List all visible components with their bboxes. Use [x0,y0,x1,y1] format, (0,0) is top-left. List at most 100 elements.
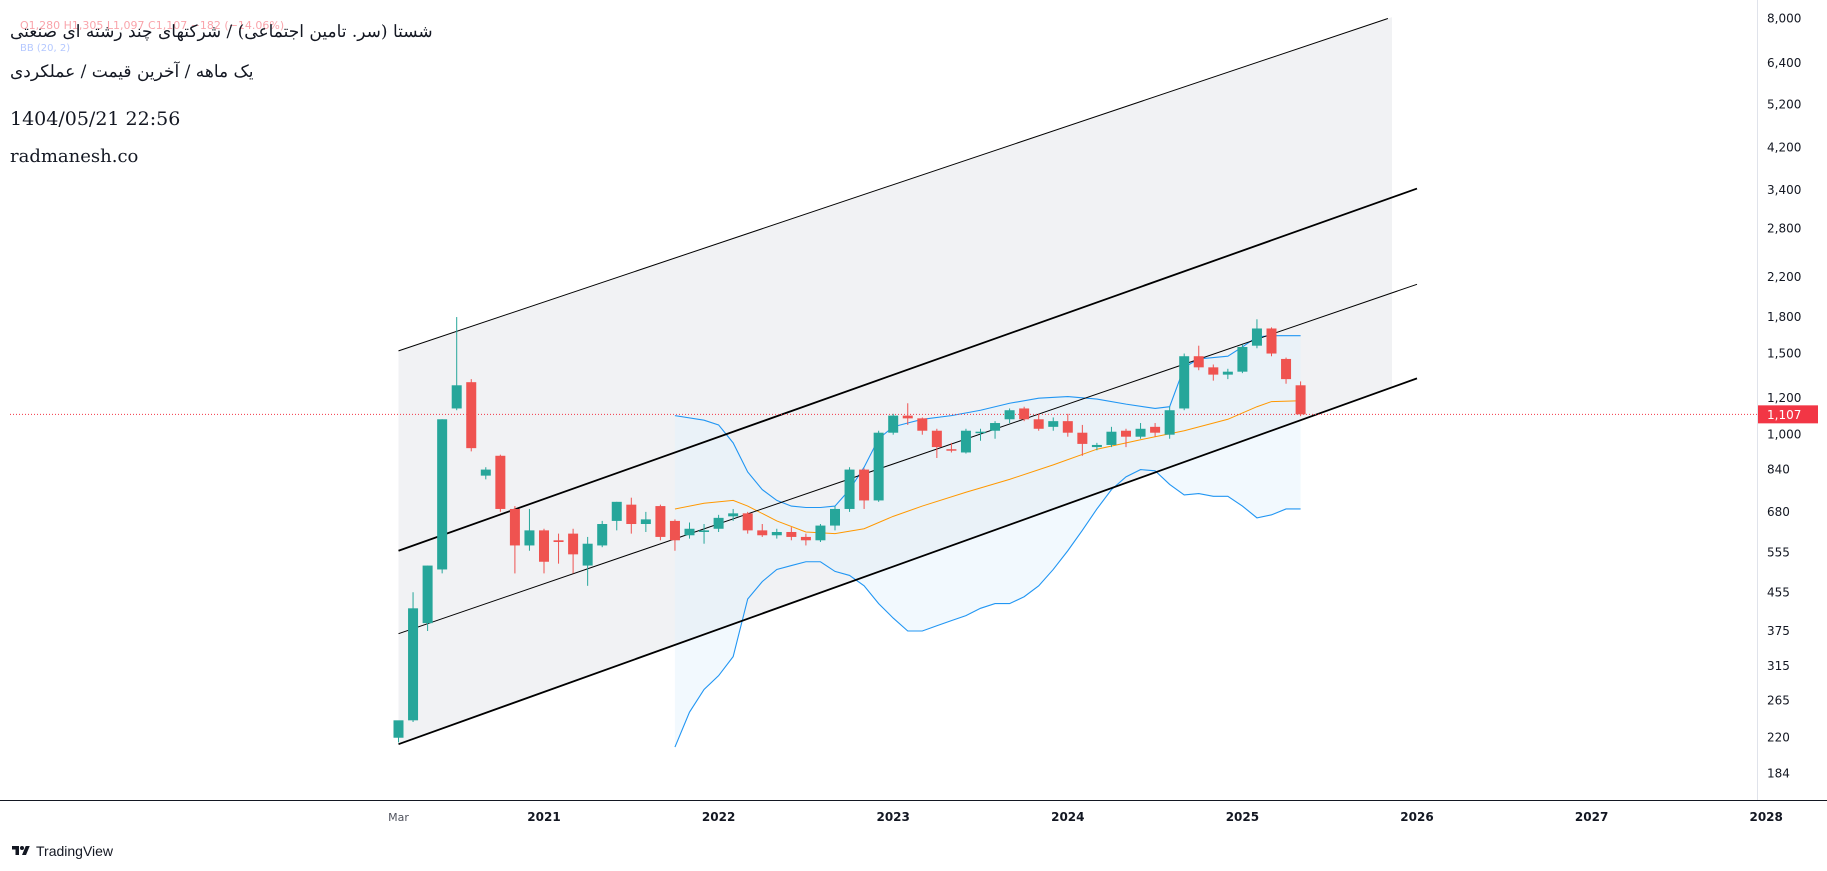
last-price-label: 1,107 [1767,408,1801,422]
candle-body [873,432,884,501]
y-tick-label: 1,800 [1767,310,1801,324]
candle-body [597,524,608,546]
candle [524,508,535,551]
website-label: radmanesh.co [10,146,139,167]
y-tick-label: 455 [1767,585,1790,599]
candle-body [655,506,666,537]
candle-body [960,430,971,453]
y-tick-label: 265 [1767,693,1790,707]
candle-body [1222,371,1233,375]
candle-body [539,530,549,562]
candle [451,317,462,411]
candle-body [888,415,899,433]
candle [1106,426,1117,448]
candle [1091,442,1102,451]
candle-body [393,720,404,738]
candle [786,527,797,541]
candle-body [728,513,739,517]
channel-line [398,18,1389,352]
candle-body [480,469,491,476]
candle [844,467,855,512]
candle [393,720,404,743]
candle [1121,428,1131,448]
candle [771,528,782,539]
y-tick-label: 5,200 [1767,98,1801,112]
x-tick-label: 2026 [1400,810,1433,824]
candle-body [844,469,855,509]
candle-body [568,533,579,555]
candle [408,592,419,722]
candle-body [1208,367,1219,375]
candle [1193,345,1204,371]
candle-body [771,531,782,536]
candle-body [1121,430,1131,437]
candle [699,524,710,544]
candle [480,467,491,480]
candle [873,430,884,502]
bollinger-lower-line [674,469,1301,748]
candle [815,524,826,542]
candle-body [742,513,753,531]
channel-fill [398,12,1392,745]
candle [1164,406,1175,439]
candle [800,533,811,546]
x-tick-label: Mar [388,811,409,824]
candle [597,520,608,548]
candle-body [1281,358,1292,380]
candle [917,417,928,435]
candle [1266,327,1277,357]
y-tick-label: 680 [1767,505,1790,519]
plot-area [10,12,1757,748]
candle [582,536,593,586]
candle [830,506,840,531]
candle [669,519,680,551]
candle [1208,364,1219,381]
candle [1033,413,1044,431]
candle [757,524,768,537]
candle-body [1048,421,1059,427]
y-tick-label: 3,400 [1767,183,1801,197]
bollinger-upper-line [674,335,1301,509]
candle [1019,406,1030,422]
candle [1179,353,1190,411]
channel-line [398,377,1418,746]
candle-body [830,508,840,526]
y-tick-label: 220 [1767,731,1790,745]
candle [1237,344,1248,374]
x-tick-label: 2024 [1051,810,1084,824]
y-tick-label: 1,000 [1767,428,1801,442]
candle [1295,381,1306,417]
candle [713,514,724,532]
chart-subtitle: یک ماهه / آخرین قیمت / عملکردی [10,62,254,82]
tradingview-branding[interactable]: TradingView [10,843,113,859]
tradingview-label: TradingView [36,843,114,859]
candle-body [582,543,593,566]
y-tick-label: 315 [1767,659,1790,673]
last-price-tag [1758,405,1818,424]
y-tick-label: 2,800 [1767,222,1801,236]
candle [946,442,957,453]
candle-body [1135,428,1146,437]
candle [1077,424,1088,456]
candle-body [800,536,811,541]
candle-body [1091,444,1102,448]
y-tick-label: 6,400 [1767,56,1801,70]
candle-body [699,530,710,532]
candle-body [786,531,797,537]
candle [728,508,739,521]
x-tick-label: 2027 [1575,810,1608,824]
candle [975,428,986,441]
candle [568,528,579,574]
y-tick-label: 184 [1767,767,1790,781]
candle [859,468,870,509]
candle-body [451,385,462,409]
x-tick-label: 2025 [1226,810,1259,824]
candle-body [1237,346,1248,372]
candle-body [1164,410,1175,435]
y-tick-label: 375 [1767,624,1790,638]
candle [931,428,942,459]
candle [539,528,549,574]
x-tick-label: 2022 [702,810,735,824]
candle [990,421,1001,439]
